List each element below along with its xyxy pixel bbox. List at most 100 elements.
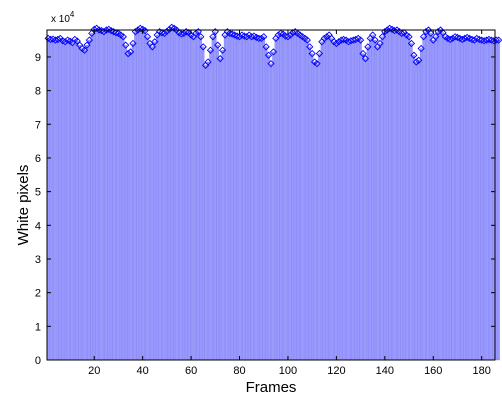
data-point-marker [206, 46, 215, 54]
bar [328, 34, 331, 361]
data-point-marker [112, 29, 120, 37]
bar [294, 31, 297, 361]
bar [444, 36, 447, 361]
bar [410, 43, 413, 361]
bar [468, 38, 471, 361]
bar [175, 29, 178, 361]
bar [347, 41, 350, 361]
bar [117, 33, 120, 361]
bar [56, 39, 60, 361]
bar [332, 41, 336, 361]
bar [240, 34, 244, 361]
data-point-marker [289, 29, 297, 37]
bar [160, 32, 164, 361]
data-point-marker [131, 28, 140, 36]
bar [141, 29, 144, 361]
data-point-marker [313, 60, 321, 68]
bar [386, 29, 389, 361]
bar [267, 55, 270, 361]
x-tick-label: 120 [327, 365, 345, 377]
data-point-marker [308, 49, 316, 58]
bar [228, 33, 231, 361]
bar [303, 38, 307, 361]
y-tick-label: 6 [35, 153, 41, 165]
data-point-marker [218, 46, 227, 54]
bar [235, 35, 239, 361]
bars-group [47, 27, 500, 361]
bar [54, 39, 57, 361]
bar [257, 38, 261, 361]
data-point-marker [361, 54, 370, 63]
data-point-marker [129, 39, 137, 48]
bar [102, 31, 106, 361]
bar [395, 29, 399, 361]
bar [68, 40, 72, 361]
data-point-marker [226, 29, 234, 38]
bar [301, 36, 304, 361]
x-tick-label: 160 [424, 365, 442, 377]
data-point-marker [284, 33, 292, 41]
bar [189, 34, 193, 361]
data-point-marker [482, 36, 491, 44]
data-point-marker [102, 26, 110, 34]
data-point-marker [262, 43, 270, 51]
bar [432, 39, 435, 361]
bar [107, 29, 110, 361]
data-point-marker [277, 29, 285, 38]
bar [216, 45, 219, 361]
data-point-marker [124, 49, 132, 58]
bar [168, 29, 171, 361]
bar [412, 55, 415, 361]
bar [80, 48, 84, 361]
y-tick-label: 5 [35, 187, 41, 199]
bar [177, 32, 181, 361]
bar [219, 58, 222, 361]
bar [243, 35, 246, 361]
bar [306, 39, 309, 361]
bar [204, 65, 207, 361]
bar [112, 31, 115, 361]
bar [340, 39, 343, 361]
bar [148, 43, 152, 361]
data-point-marker [478, 36, 486, 44]
data-point-marker [432, 33, 440, 41]
data-point-marker [315, 49, 324, 58]
bar [403, 32, 406, 361]
bar [221, 50, 224, 361]
bar [497, 39, 500, 361]
bar [156, 34, 159, 361]
bar [323, 38, 326, 361]
bar [434, 36, 437, 361]
bar [100, 30, 103, 361]
data-point-marker [485, 35, 493, 44]
data-point-marker [417, 44, 425, 53]
data-point-marker [286, 31, 295, 39]
bar [173, 28, 176, 361]
y-tick-label: 7 [35, 119, 41, 131]
bar [451, 38, 454, 361]
data-point-marker [216, 54, 224, 63]
data-point-marker [122, 41, 130, 49]
data-point-marker [458, 35, 466, 44]
bar [456, 37, 459, 361]
bar [470, 39, 474, 361]
y-tick-label: 2 [35, 288, 41, 300]
bar [197, 31, 200, 361]
y-tick-label: 8 [35, 86, 41, 98]
data-point-marker [194, 28, 202, 36]
data-point-marker [260, 33, 268, 41]
x-axis-label: Frames [246, 379, 297, 396]
bar [71, 42, 74, 361]
bar [352, 39, 355, 361]
bar [97, 29, 101, 361]
data-point-marker [323, 33, 331, 41]
y-tick-label: 3 [35, 254, 41, 266]
data-point-marker [340, 35, 348, 44]
bar [211, 36, 214, 361]
data-point-marker [148, 43, 156, 51]
bar [427, 29, 430, 361]
y-axis-label: White pixels [15, 165, 32, 246]
bar [49, 39, 52, 361]
data-point-marker [126, 48, 135, 56]
bar [136, 29, 139, 361]
